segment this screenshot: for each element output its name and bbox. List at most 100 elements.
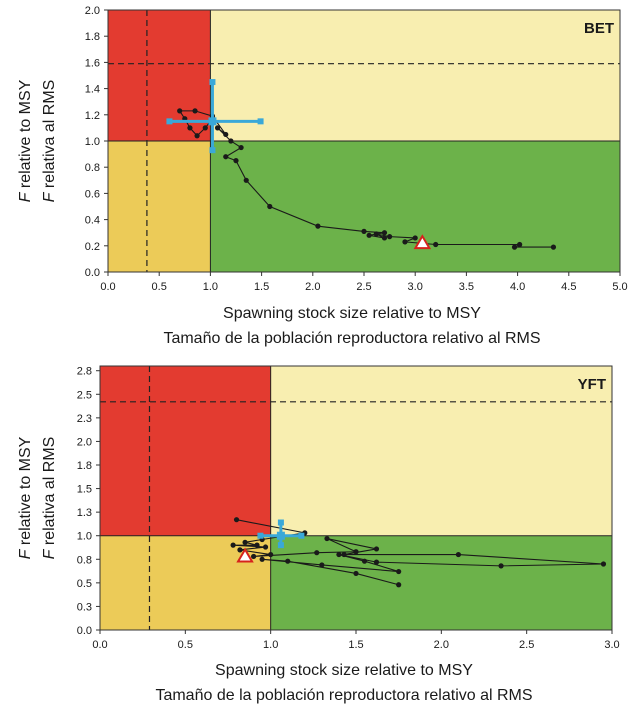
- trajectory-point: [324, 535, 330, 542]
- x-axis-label-spanish: Tamaño de la población reproductora rela…: [155, 687, 532, 704]
- trajectory-point: [314, 550, 320, 556]
- trajectory-point: [214, 125, 221, 131]
- trajectory-point: [361, 228, 367, 234]
- x-axis-label-english: Spawning stock size relative to MSY: [215, 662, 473, 679]
- trajectory-point: [402, 239, 408, 245]
- x-tick-label: 4.0: [510, 281, 525, 293]
- trajectory-point: [242, 539, 248, 545]
- x-tick-label: 0.0: [92, 639, 107, 651]
- y-axis-label-symbol: F: [17, 548, 34, 559]
- x-axis-label-english: Spawning stock size relative to MSY: [223, 305, 481, 322]
- trajectory-point: [600, 561, 607, 567]
- x-tick-label: 0.5: [178, 639, 193, 651]
- y-tick-label: 0.4: [85, 215, 100, 227]
- trajectory-point: [223, 131, 229, 138]
- y-axis-label-english: F relative to MSY: [17, 79, 34, 202]
- trajectory-point: [267, 203, 273, 210]
- overfished-only-zone: [100, 535, 271, 630]
- current-estimate-marker: [276, 531, 285, 540]
- trajectory-point: [268, 551, 274, 558]
- trajectory-point: [177, 108, 183, 114]
- trajectory-point: [381, 230, 388, 236]
- trajectory-point: [373, 559, 380, 565]
- x-tick-label: 0.5: [152, 281, 167, 293]
- overfished-overfishing-zone: [108, 10, 211, 141]
- reference-triangle-marker: [413, 234, 432, 250]
- y-tick-label: 2.3: [77, 413, 92, 425]
- bet-panel: 0.0 0.5 1.0 1.5 2.0 2.5 3.0 3.5 4.0 4.5 5.0 0.0 0.2 0…: [17, 5, 628, 347]
- stock-label: YFT: [578, 376, 606, 393]
- trajectory-point: [237, 547, 243, 553]
- current-ci-end-marker: [257, 118, 264, 125]
- y-tick-label: 1.0: [85, 136, 100, 148]
- y-axis-label-spanish: F relativa al RMS: [41, 437, 58, 560]
- y-tick-label: 1.2: [85, 110, 100, 122]
- trajectory-point: [223, 154, 229, 160]
- trajectory-point: [550, 244, 557, 250]
- trajectory-point: [285, 558, 291, 564]
- stock-label: BET: [584, 20, 614, 37]
- trajectory-point: [233, 158, 239, 164]
- overfished-overfishing-zone: [100, 366, 271, 536]
- y-axis-label-text: relativa al RMS: [41, 437, 58, 550]
- trajectory-point: [373, 546, 380, 552]
- x-tick-label: 4.5: [561, 281, 576, 293]
- x-axis-label-spanish: Tamaño de la población reproductora rela…: [163, 330, 540, 347]
- x-tick-label: 3.5: [459, 281, 474, 293]
- trajectory-point: [336, 551, 342, 558]
- trajectory-point: [315, 223, 321, 229]
- current-ci-end-marker: [277, 519, 284, 526]
- y-axis-label-symbol: F: [41, 191, 58, 202]
- y-axis-label-text: relative to MSY: [17, 436, 34, 549]
- x-tick-label: 3.0: [604, 639, 619, 651]
- trajectory-point: [381, 235, 388, 241]
- y-tick-label: 0.8: [85, 162, 100, 174]
- trajectory-point: [341, 551, 347, 558]
- y-tick-label: 1.5: [77, 484, 92, 496]
- overfishing-only-zone: [210, 10, 620, 141]
- x-tick-label: 1.0: [203, 281, 218, 293]
- trajectory-point: [517, 241, 523, 248]
- trajectory-point: [412, 235, 418, 241]
- y-tick-label: 0.5: [77, 578, 92, 590]
- current-ci-end-marker: [209, 147, 216, 154]
- y-tick-label: 1.8: [85, 31, 100, 43]
- y-tick-label: 0.2: [85, 241, 100, 253]
- current-ci-end-marker: [298, 532, 305, 539]
- reference-triangle-marker: [236, 547, 254, 563]
- x-tick-label: 2.0: [434, 639, 449, 651]
- y-tick-label: 0.6: [85, 188, 100, 200]
- trajectory-point: [262, 544, 269, 550]
- y-tick-label: 1.0: [77, 531, 92, 543]
- y-tick-label: 2.0: [85, 5, 100, 17]
- trajectory-point: [254, 542, 260, 548]
- trajectory-point: [228, 138, 234, 144]
- trajectory-point: [251, 553, 257, 560]
- healthy-zone: [210, 141, 620, 272]
- current-ci-end-marker: [277, 542, 284, 549]
- current-ci-end-marker: [166, 118, 173, 125]
- trajectory-point: [361, 558, 368, 564]
- trajectory-point: [498, 563, 504, 569]
- y-axis-label-text: relative to MSY: [17, 79, 34, 192]
- trajectory-point: [192, 108, 198, 114]
- trajectory-point: [353, 570, 359, 577]
- y-tick-label: 2.5: [77, 389, 92, 401]
- trajectory-point: [233, 517, 240, 523]
- trajectory-point: [373, 231, 379, 237]
- y-tick-label: 1.4: [85, 84, 100, 96]
- x-tick-label: 1.5: [348, 639, 363, 651]
- trajectory-point: [230, 542, 236, 548]
- y-tick-label: 0.0: [85, 267, 100, 279]
- trajectory-point: [259, 556, 265, 562]
- y-axis-label-english: F relative to MSY: [17, 436, 34, 559]
- trajectory-point: [366, 232, 372, 238]
- trajectory-point: [396, 582, 402, 588]
- current-ci-end-marker: [257, 532, 264, 539]
- y-tick-label: 2.0: [77, 436, 92, 448]
- current-estimate-marker: [208, 117, 217, 126]
- x-tick-label: 2.5: [519, 639, 534, 651]
- x-tick-label: 2.5: [356, 281, 371, 293]
- x-tick-label: 2.0: [305, 281, 320, 293]
